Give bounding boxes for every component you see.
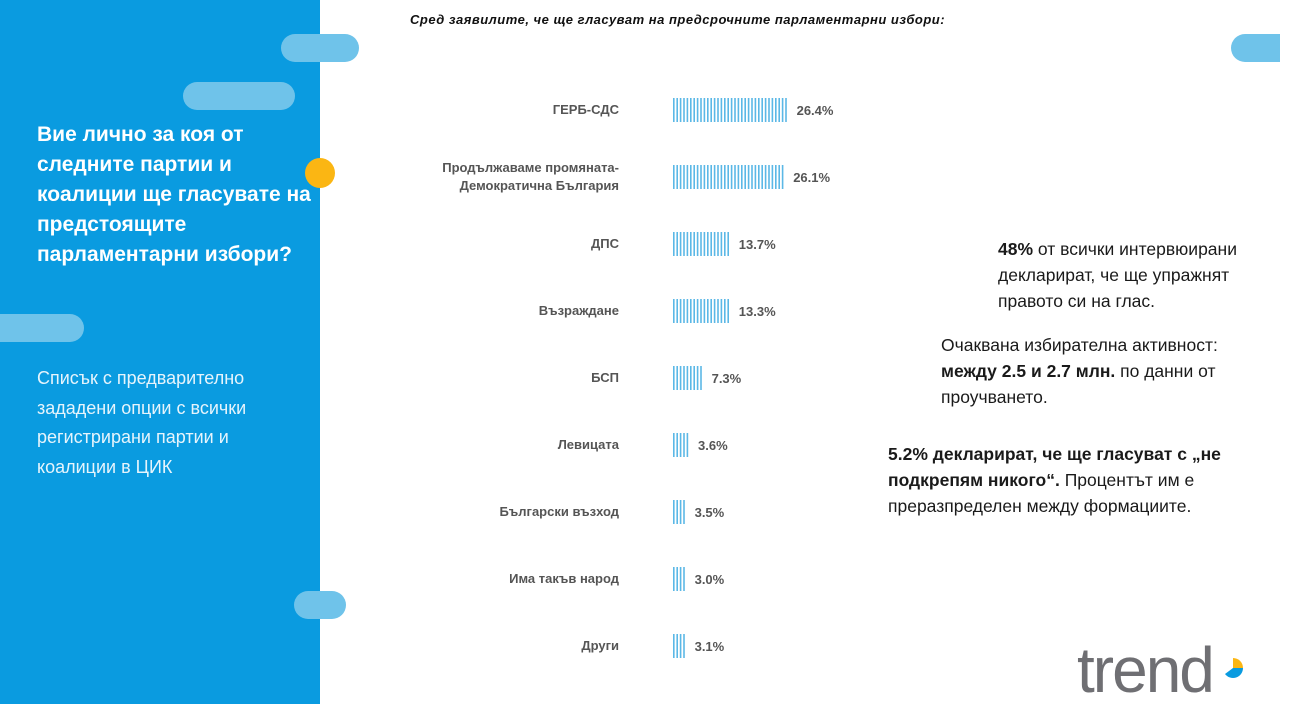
category-label: Има такъв народ — [509, 571, 620, 586]
value-label: 13.7% — [739, 237, 776, 252]
value-label: 13.3% — [739, 304, 776, 319]
bar — [673, 165, 784, 189]
info-none-share: 5.2% декларират, че ще гласуват с „не по… — [888, 441, 1233, 519]
trend-logo: trend — [1077, 634, 1243, 700]
info-expected-turnout-start: Очаквана избирателна активност: — [941, 335, 1218, 355]
bar — [673, 567, 685, 591]
info-expected-turnout: Очаквана избирателна активност: между 2.… — [941, 332, 1241, 410]
info-none-share-bold: 5.2% декларират, че ще гласуват с „не по… — [888, 444, 1221, 490]
category-label: Други — [581, 638, 619, 653]
left-panel: Вие лично за коя от следните партии и ко… — [0, 0, 320, 704]
question-note: Списък с предварително зададени опции с … — [37, 368, 247, 477]
bar — [673, 500, 685, 524]
decor-pill-2 — [183, 82, 295, 110]
decor-pill-5 — [1231, 34, 1280, 62]
decor-pill-4 — [294, 591, 346, 619]
info-turnout-share-text: от всички интервюирани декларират, че ще… — [998, 239, 1237, 311]
bar — [673, 299, 729, 323]
category-label: ДПС — [591, 236, 620, 251]
info-turnout-share: 48% от всички интервюирани декларират, ч… — [998, 236, 1260, 314]
svg-text:trend: trend — [1077, 634, 1213, 700]
value-label: 3.0% — [695, 572, 725, 587]
category-label: Продължаваме промяната-Демократична Бълг… — [442, 160, 619, 193]
category-label: Левицата — [558, 437, 620, 452]
bar — [673, 98, 787, 122]
category-label: ГЕРБ-СДС — [553, 102, 620, 117]
value-label: 7.3% — [712, 371, 742, 386]
decor-pill-1 — [281, 34, 359, 62]
category-label: БСП — [591, 370, 619, 385]
decor-dot — [305, 158, 335, 188]
info-none-share-text: Процентът им е преразпределен между форм… — [888, 470, 1195, 516]
bar — [673, 433, 689, 457]
value-label: 26.4% — [797, 103, 834, 118]
value-label: 26.1% — [793, 170, 830, 185]
question-heading: Вие лично за коя от следните партии и ко… — [37, 123, 311, 266]
value-label: 3.1% — [695, 639, 725, 654]
decor-pill-3 — [0, 314, 84, 342]
value-label: 3.5% — [695, 505, 725, 520]
chart-subtitle: Сред заявилите, че ще гласуват на предср… — [410, 12, 946, 27]
value-label: 3.6% — [698, 438, 728, 453]
info-turnout-share-bold: 48% — [998, 239, 1034, 259]
bar — [673, 634, 685, 658]
bar-chart: ГЕРБ-СДС 26.4% Продължаваме промяната-Демо… — [442, 98, 834, 658]
category-label: Български възход — [499, 504, 619, 519]
info-expected-turnout-bold: между 2.5 и 2.7 млн. — [941, 361, 1116, 381]
bar — [673, 366, 702, 390]
category-label: Възраждане — [539, 303, 619, 318]
bar — [673, 232, 729, 256]
info-expected-turnout-end: по данни от проучването. — [941, 361, 1216, 407]
